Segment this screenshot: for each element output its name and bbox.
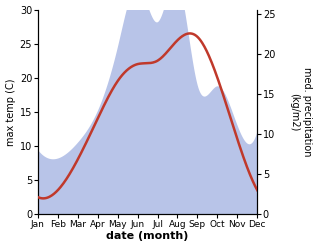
Y-axis label: max temp (C): max temp (C) — [5, 78, 16, 145]
Y-axis label: med. precipitation
(kg/m2): med. precipitation (kg/m2) — [289, 67, 313, 157]
X-axis label: date (month): date (month) — [106, 231, 189, 242]
